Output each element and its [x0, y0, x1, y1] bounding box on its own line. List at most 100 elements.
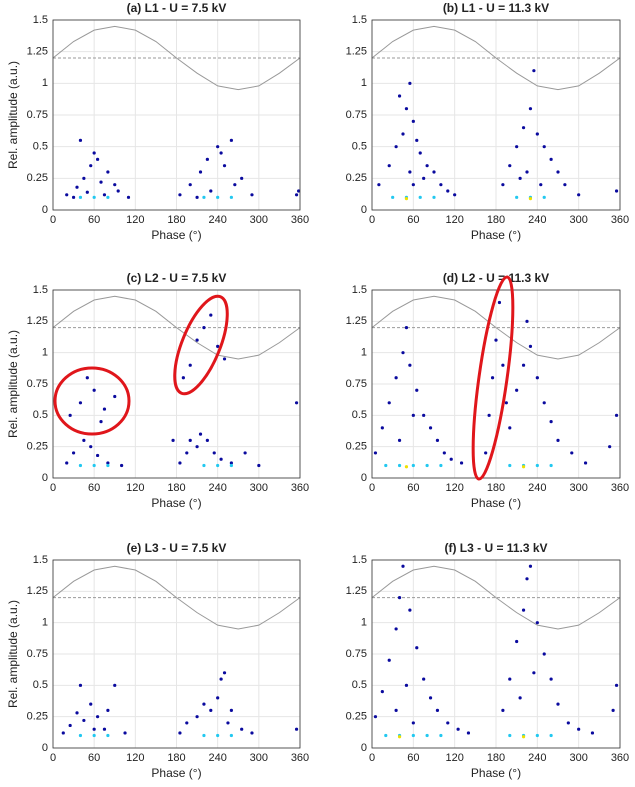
point [528, 107, 533, 111]
point [484, 451, 488, 455]
point [535, 132, 539, 136]
point [397, 596, 402, 600]
point [525, 319, 529, 323]
point [188, 438, 192, 442]
y-axis-label: Rel. amplitude (a.u.) [6, 330, 20, 438]
x-tick-label: 360 [291, 752, 309, 764]
point [99, 180, 103, 184]
point [102, 727, 107, 731]
x-tick-label: 60 [88, 214, 100, 226]
point [195, 715, 199, 719]
chart-title: (c) L2 - U = 7.5 kV [127, 271, 227, 285]
y-tick-label: 0.75 [346, 109, 367, 121]
point [387, 401, 391, 405]
point [397, 438, 402, 442]
axes-box [371, 559, 621, 749]
x-tick-label: 180 [487, 752, 505, 764]
point [428, 696, 433, 700]
point [78, 138, 83, 142]
point [78, 195, 83, 199]
y-tick-label: 0.5 [352, 141, 367, 153]
points [377, 69, 619, 201]
point [490, 376, 495, 380]
point [494, 338, 498, 342]
point [518, 176, 522, 180]
x-tick-label: 180 [167, 482, 185, 494]
point [432, 170, 436, 174]
point [209, 189, 213, 193]
y-tick-label: 1.5 [33, 284, 48, 296]
y-tick-label: 0.75 [27, 109, 48, 121]
point [89, 445, 93, 449]
point [75, 185, 79, 189]
point [549, 463, 553, 468]
y-tick-label: 0 [42, 472, 48, 484]
x-tick-label: 120 [126, 214, 144, 226]
point [171, 438, 175, 442]
point [222, 164, 227, 168]
x-tick-label: 120 [126, 482, 144, 494]
y-tick-label: 1.25 [27, 46, 48, 58]
y-axis-label: Rel. amplitude (a.u.) [6, 61, 20, 169]
point [459, 461, 464, 465]
point [78, 463, 83, 468]
point [240, 176, 244, 180]
point [68, 723, 72, 728]
point [525, 170, 529, 174]
point [126, 195, 131, 199]
point [515, 388, 519, 392]
point [195, 445, 199, 449]
x-tick-label: 240 [208, 482, 226, 494]
reference-line [371, 25, 621, 91]
point [219, 457, 223, 461]
point [608, 445, 612, 449]
chart-title: (f) L3 - U = 11.3 kV [444, 541, 547, 555]
point [535, 621, 539, 625]
point [508, 164, 512, 168]
reference-line [52, 295, 301, 360]
point [92, 195, 96, 199]
point [563, 183, 567, 187]
point [120, 463, 124, 468]
point [535, 463, 539, 468]
point [570, 451, 574, 455]
y-tick-label: 1.5 [33, 14, 48, 26]
y-tick-label: 0 [361, 742, 367, 754]
y-tick-label: 1.5 [352, 14, 367, 26]
point [525, 577, 529, 581]
point [583, 461, 588, 465]
point [78, 401, 83, 405]
x-tick-label: 0 [369, 752, 375, 764]
point [65, 461, 69, 465]
point [106, 461, 110, 465]
point [549, 420, 553, 424]
point [178, 731, 182, 735]
point [92, 733, 96, 738]
point [195, 338, 199, 342]
point [411, 463, 415, 468]
point [528, 344, 533, 348]
point [229, 461, 233, 465]
x-tick-label: 120 [445, 214, 463, 226]
point [411, 183, 415, 187]
point [116, 189, 120, 193]
point [229, 195, 233, 199]
point [614, 683, 619, 687]
point [394, 627, 398, 631]
point [611, 708, 615, 713]
point [404, 465, 409, 469]
x-tick-label: 360 [291, 482, 309, 494]
point [408, 170, 412, 174]
point [95, 715, 100, 719]
point [521, 126, 526, 130]
x-tick-label: 60 [88, 752, 100, 764]
point [75, 711, 79, 715]
x-tick-label: 360 [611, 214, 629, 226]
point [521, 363, 526, 367]
point [542, 652, 546, 656]
point [439, 463, 443, 468]
point [212, 451, 216, 455]
point [394, 145, 398, 149]
point [195, 195, 199, 199]
x-tick-label: 360 [611, 752, 629, 764]
